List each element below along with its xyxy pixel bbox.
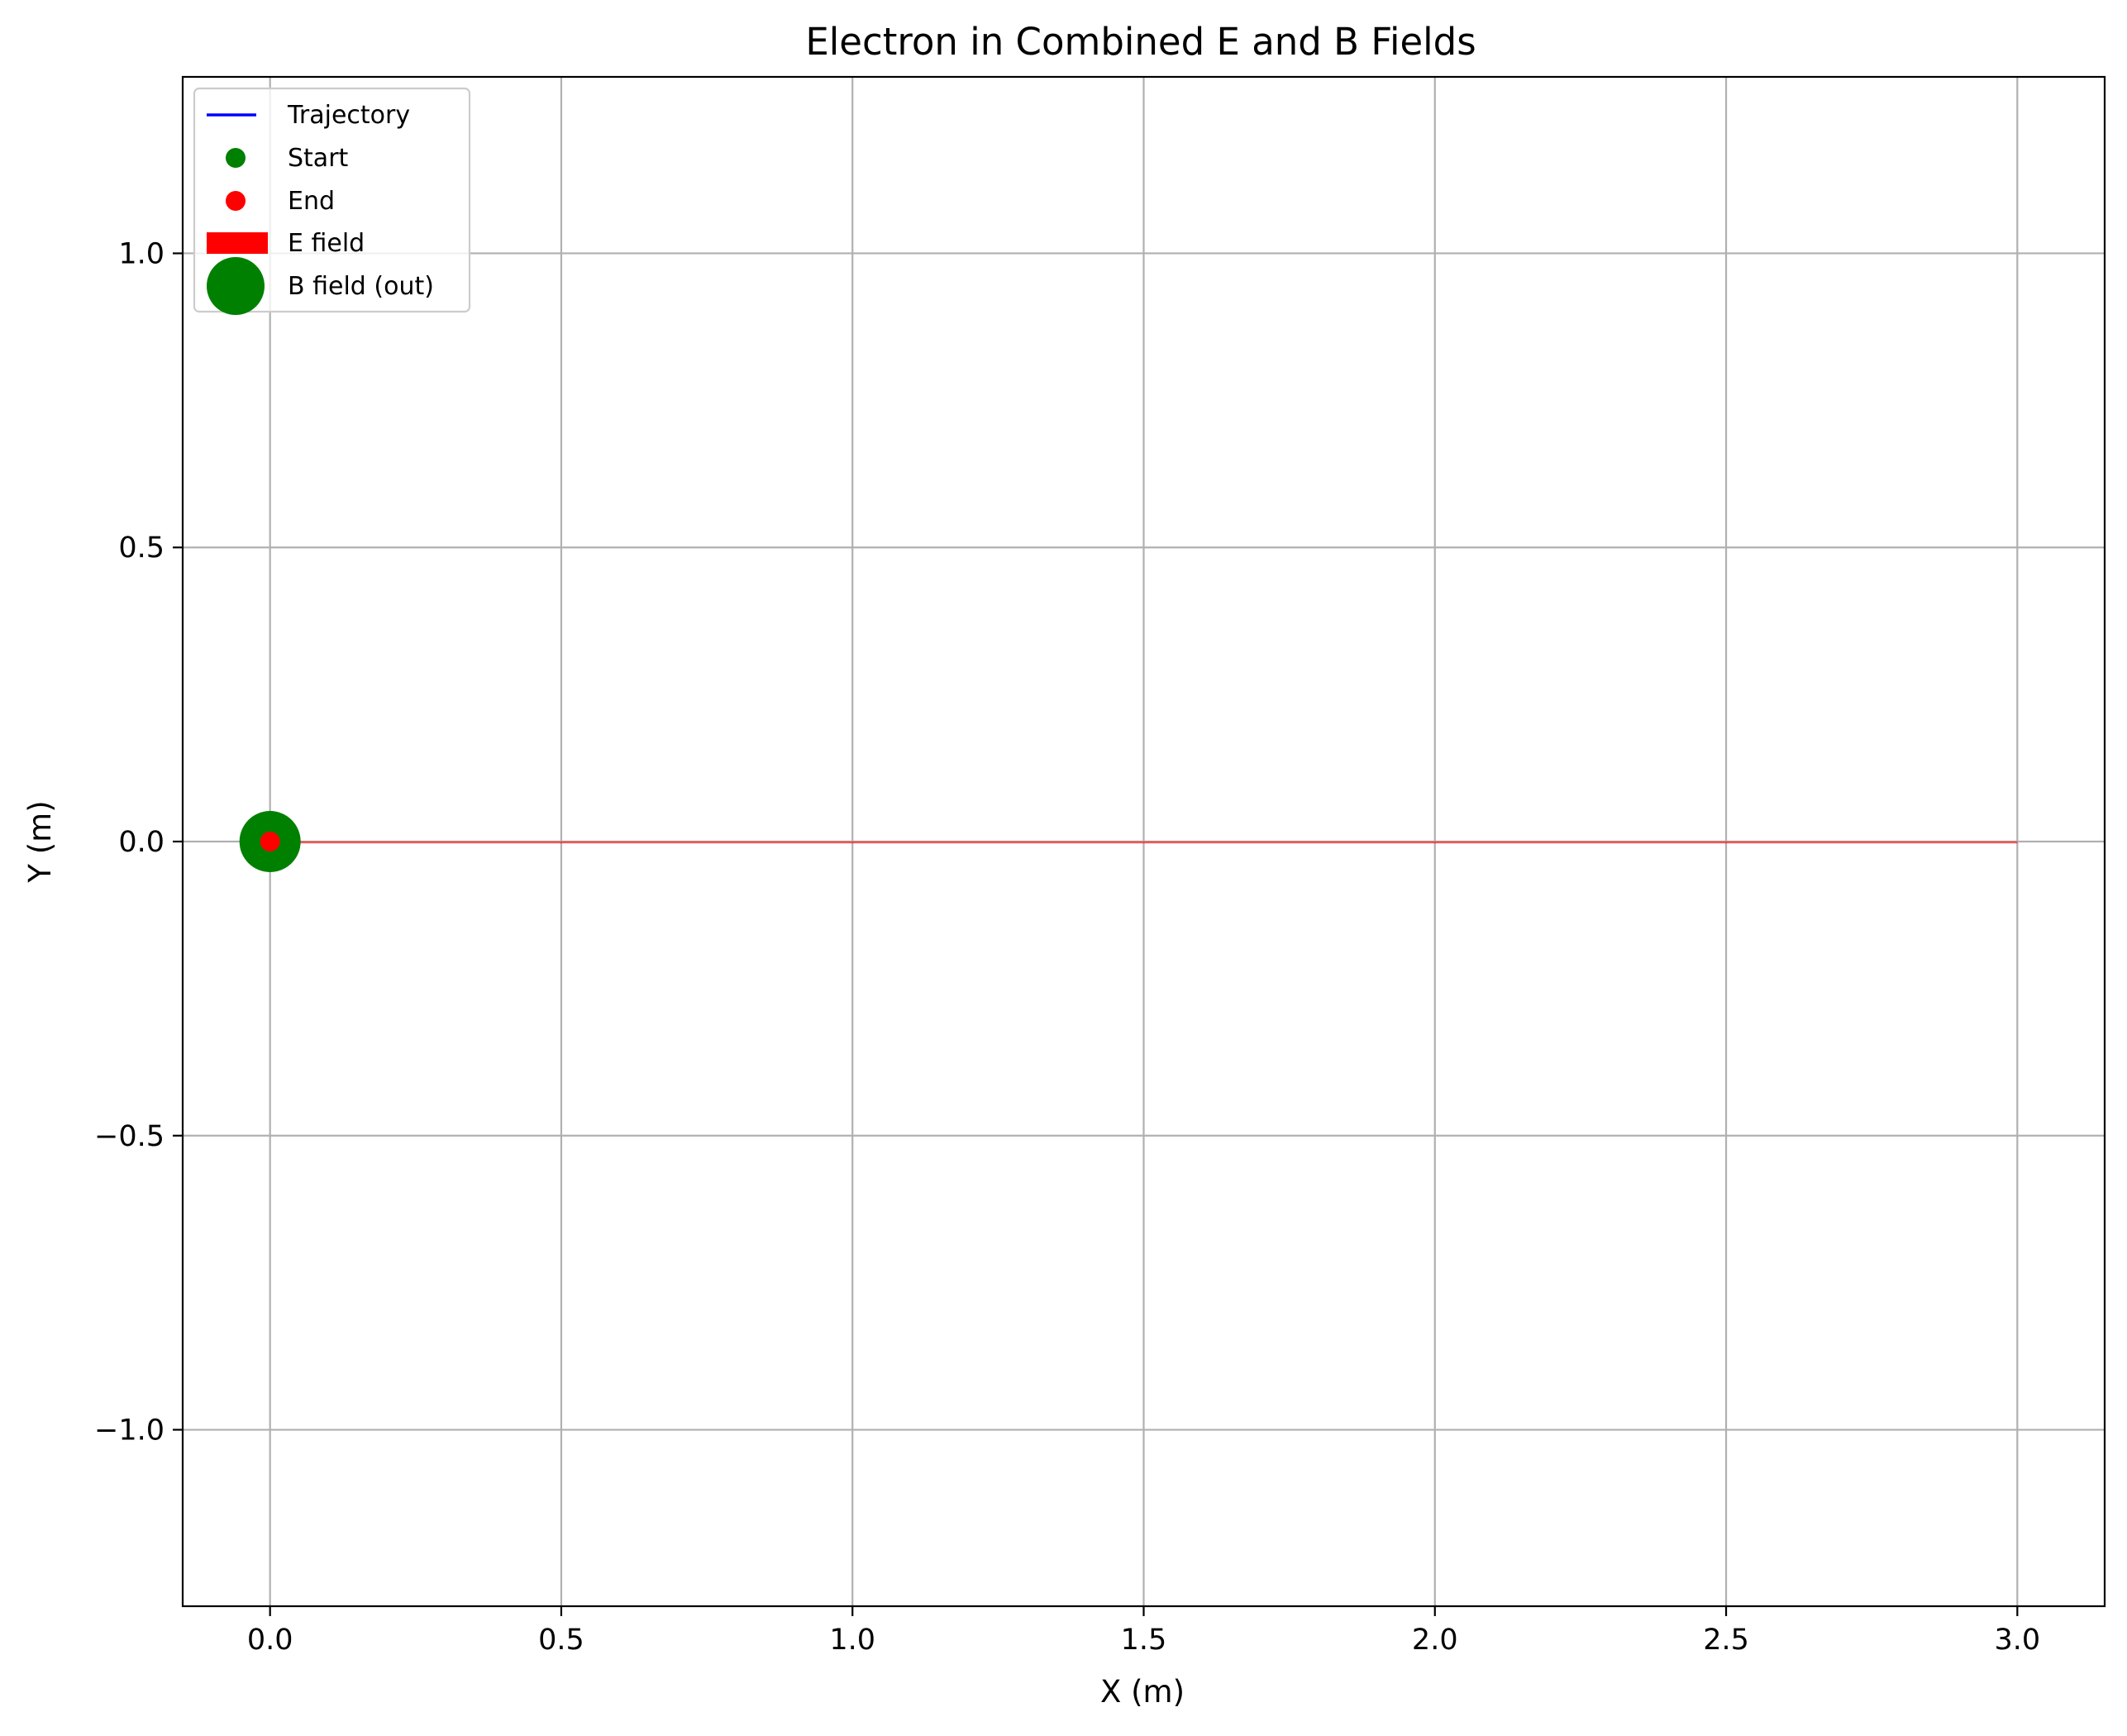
- plot-area: [239, 811, 2018, 872]
- x-tick-label: 0.5: [538, 1624, 584, 1657]
- legend-swatch-marker: [207, 257, 265, 315]
- x-tick-label: 2.5: [1703, 1624, 1749, 1657]
- y-tick-label: 0.5: [118, 532, 165, 565]
- x-tick-label: 0.0: [247, 1624, 293, 1657]
- legend-label: B field (out): [288, 272, 434, 301]
- x-tick-label: 1.0: [829, 1624, 875, 1657]
- y-tick-label: 0.0: [118, 826, 165, 859]
- legend-swatch-marker: [226, 148, 246, 168]
- chart-title: Electron in Combined E and B Fields: [805, 20, 1476, 64]
- legend-label: End: [288, 187, 335, 216]
- axis-ticks: 0.0 0.5 1.0 1.5 2.0 2.5 3.0 1.0 0.5 0.0 −0.5 −1.0: [94, 237, 2040, 1657]
- x-axis-label: X (m): [1100, 1674, 1185, 1710]
- legend: Trajectory Start End E field B field (out): [193, 87, 471, 315]
- end-marker: [260, 832, 280, 851]
- x-tick-label: 2.0: [1412, 1624, 1458, 1657]
- legend-label: Trajectory: [287, 101, 410, 130]
- y-tick-label: −1.0: [94, 1414, 165, 1447]
- legend-swatch-marker: [226, 191, 246, 211]
- y-tick-label: −0.5: [94, 1120, 165, 1153]
- legend-frame: [193, 87, 471, 313]
- legend-label: E field: [288, 229, 365, 258]
- legend-label: Start: [288, 144, 349, 173]
- y-tick-label: 1.0: [118, 237, 165, 270]
- x-tick-label: 3.0: [1994, 1624, 2040, 1657]
- x-tick-label: 1.5: [1121, 1624, 1167, 1657]
- y-axis-label: Y (m): [22, 800, 58, 883]
- legend-swatch-arrow: [207, 232, 268, 254]
